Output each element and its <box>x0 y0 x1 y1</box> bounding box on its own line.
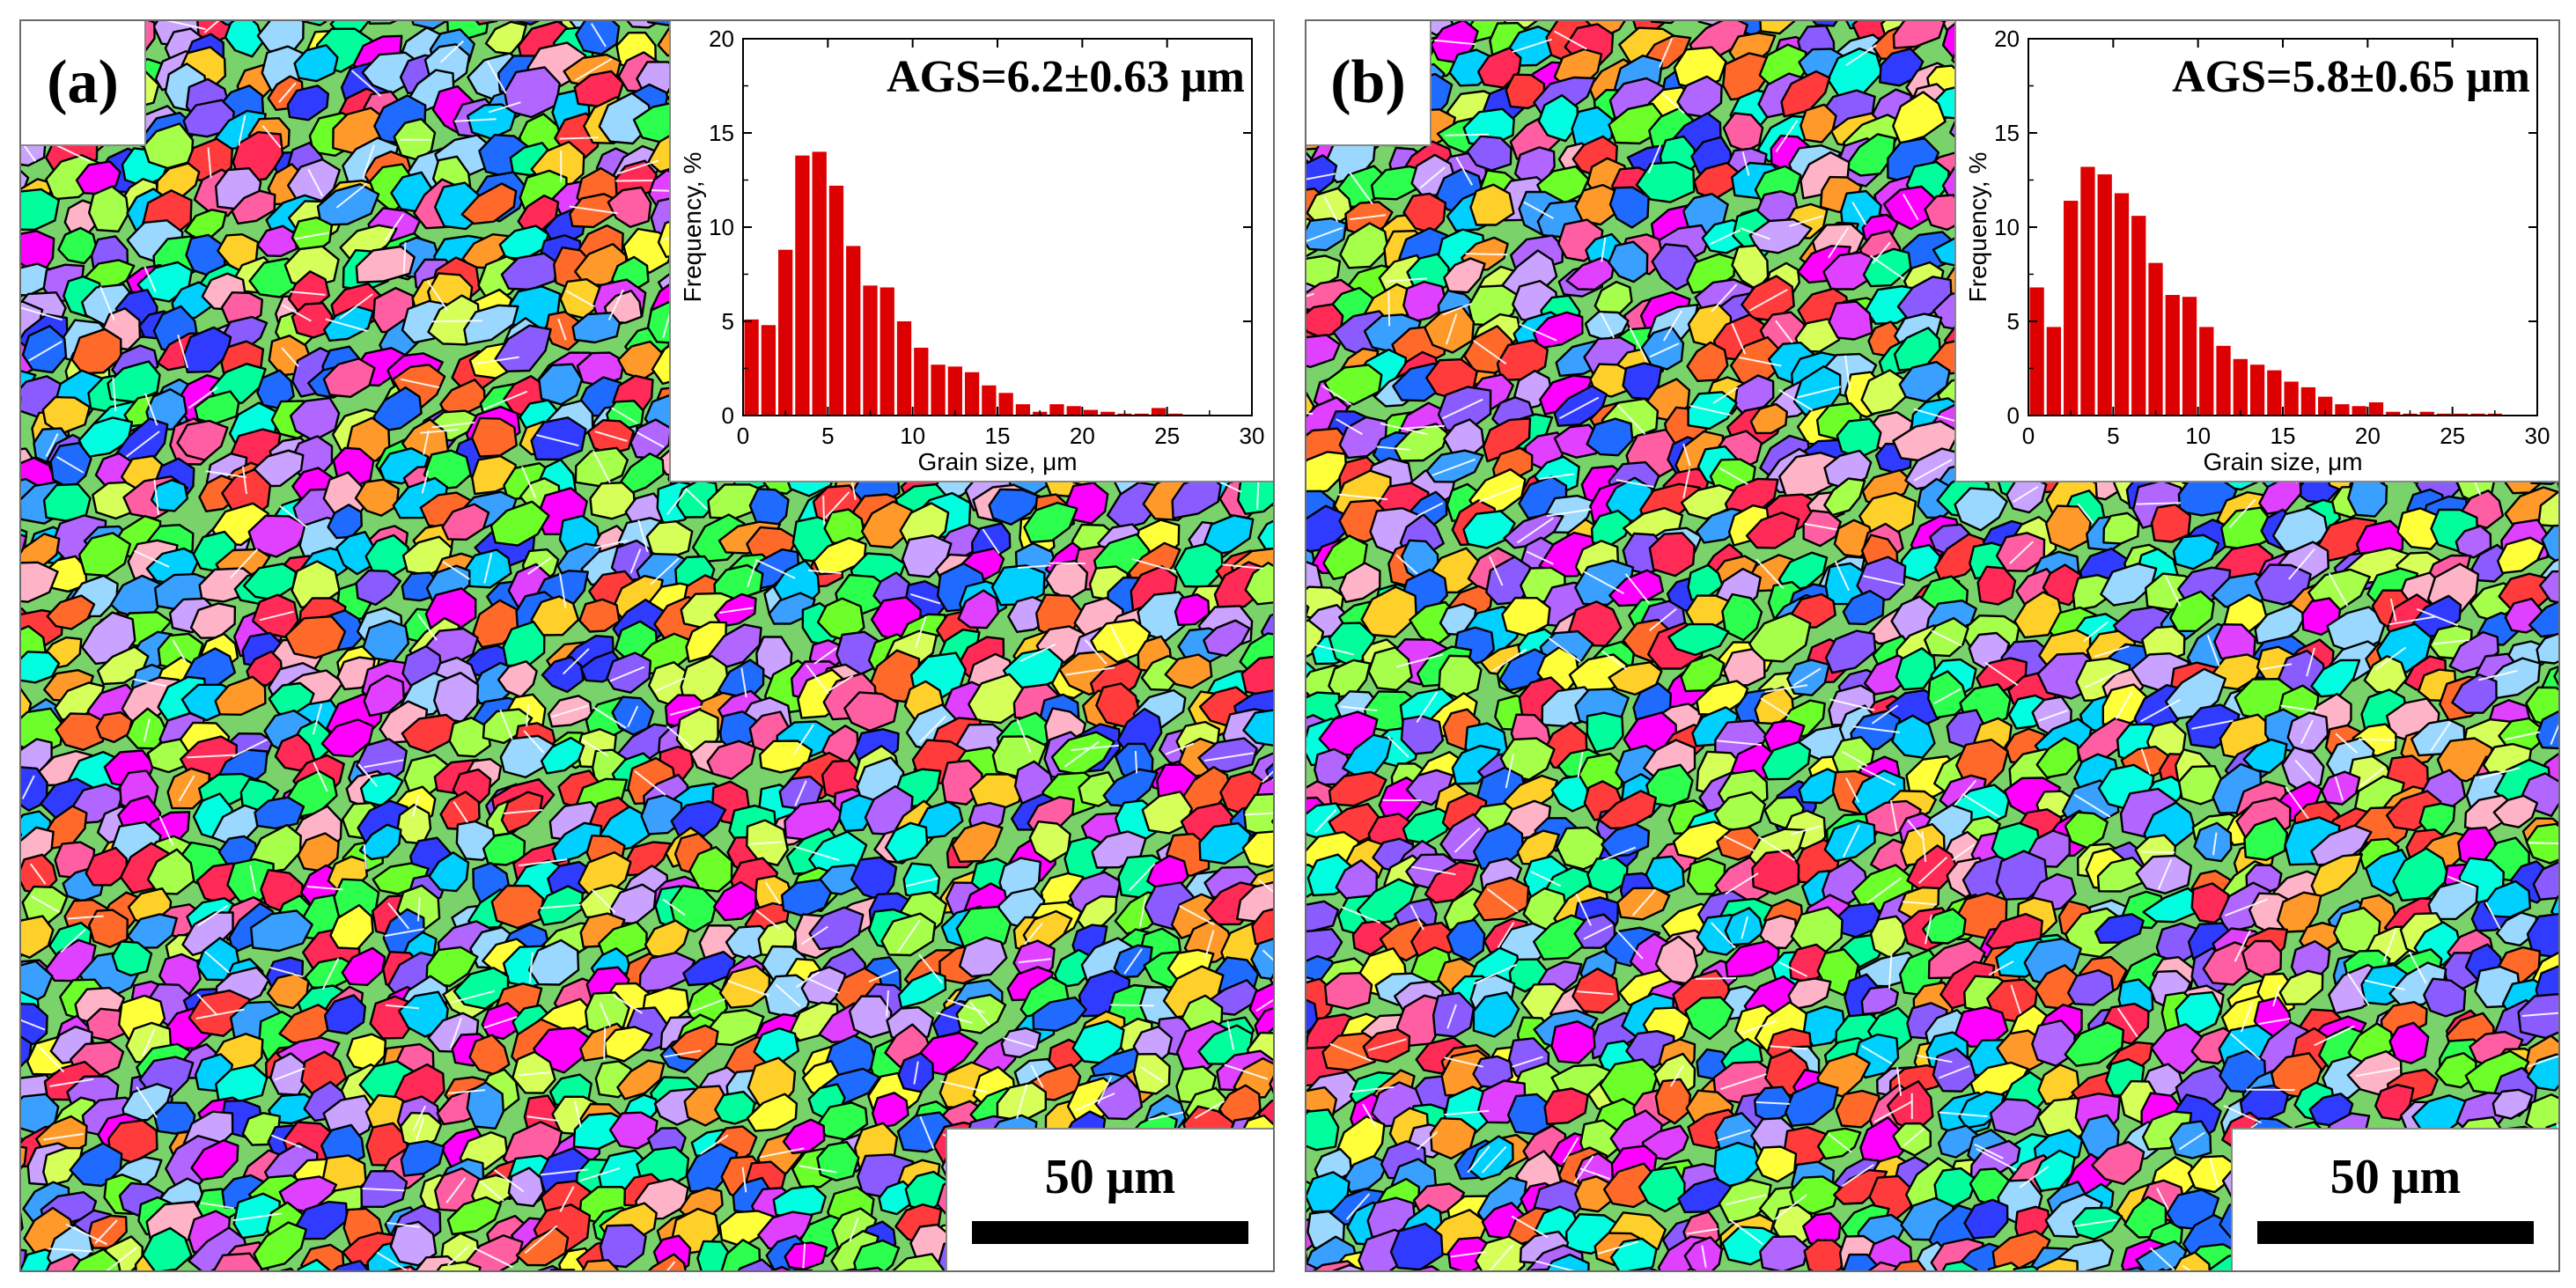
histogram-bar <box>863 285 878 416</box>
histogram-bar <box>2335 404 2350 416</box>
x-tick-label: 15 <box>985 423 1011 449</box>
ebsd-panel-b: (b) 0 5 10 15 20 25 30 0 5 10 15 20 Grain size, μm Fr… <box>1305 19 2560 1272</box>
histogram-bar <box>1151 408 1167 416</box>
x-tick-label: 20 <box>1070 423 1095 449</box>
histogram-bar <box>2368 402 2384 416</box>
histogram-bar <box>2029 287 2044 416</box>
scale-bar-label: 50 μm <box>2329 1150 2462 1204</box>
histogram-bar <box>2148 262 2163 416</box>
histogram-bar <box>2233 358 2248 416</box>
histogram-bar <box>2267 370 2282 416</box>
x-tick-label: 20 <box>2355 423 2381 449</box>
histogram-bar <box>2318 396 2333 416</box>
scale-bar-box: 50 μm <box>2231 1128 2558 1270</box>
scale-bar-box: 50 μm <box>946 1128 1273 1270</box>
panel-label: (b) <box>1306 21 1432 146</box>
histogram-bar <box>1100 411 1115 416</box>
y-tick-label: 15 <box>1994 120 2020 146</box>
histogram-bars <box>2029 166 2502 416</box>
grain-size-histogram-inset: 0 5 10 15 20 25 30 0 5 10 15 20 Grain size, μm Freque… <box>1954 21 2558 482</box>
histogram-bar <box>947 366 962 416</box>
histogram-bar <box>2454 413 2469 416</box>
x-tick-label: 30 <box>1240 423 1265 449</box>
histogram-bar <box>846 246 861 416</box>
histogram-bar <box>2216 345 2231 416</box>
histogram-bar <box>744 319 759 416</box>
y-tick-label: 20 <box>709 26 734 52</box>
x-tick-label: 0 <box>737 423 749 449</box>
histogram-bar <box>998 393 1013 416</box>
histogram-bar <box>2097 174 2112 416</box>
histogram-bar <box>1015 404 1031 416</box>
x-axis-label: Grain size, μm <box>917 448 1077 475</box>
y-tick-label: 0 <box>722 402 734 429</box>
histogram-bar <box>2352 406 2366 416</box>
grain-size-histogram-inset: 0 5 10 15 20 25 30 0 5 10 15 20 Grain size, μm Freque… <box>669 21 1273 482</box>
histogram-bar <box>778 249 793 416</box>
histogram-bar <box>2284 381 2299 416</box>
x-tick-label: 0 <box>2022 423 2035 449</box>
histogram-bars <box>744 151 1183 416</box>
histogram-bar <box>2114 193 2130 416</box>
histogram-bar <box>2080 166 2095 416</box>
histogram-bar <box>2064 201 2079 416</box>
scale-bar <box>972 1221 1248 1244</box>
histogram-bar <box>1083 409 1099 416</box>
scale-bar-label: 50 μm <box>1044 1150 1176 1204</box>
x-tick-label: 10 <box>2185 423 2211 449</box>
histogram-bar <box>2249 364 2265 416</box>
ebsd-panel-a: (a) 0 5 10 15 20 25 30 0 5 10 15 20 Grain size, μm Fr… <box>19 19 1275 1272</box>
histogram-bar <box>1049 404 1064 416</box>
y-tick-label: 0 <box>2007 402 2020 429</box>
x-axis-label: Grain size, μm <box>2203 448 2362 475</box>
histogram-bar <box>896 321 912 416</box>
histogram-bar <box>2470 413 2485 416</box>
y-tick-label: 10 <box>1994 214 2020 240</box>
histogram-bar <box>931 364 946 416</box>
x-tick-label: 25 <box>1154 423 1180 449</box>
histogram-bar <box>982 385 997 416</box>
histogram-bar <box>1066 406 1081 416</box>
x-tick-label: 10 <box>900 423 925 449</box>
ebsd-grain-map <box>1306 21 2558 1270</box>
histogram-bar <box>828 185 844 416</box>
y-axis-label: Frequency, % <box>1964 152 1991 303</box>
histogram-bar <box>2165 295 2180 416</box>
x-tick-label: 15 <box>2271 423 2296 449</box>
ags-value-label: AGS=6.2±0.63 μm <box>887 52 1245 102</box>
histogram-bar <box>880 287 894 416</box>
x-tick-label: 25 <box>2440 423 2465 449</box>
histogram-bar <box>812 151 827 416</box>
histogram-bar <box>1134 413 1149 416</box>
histogram-bar <box>2182 297 2197 416</box>
histogram-bar <box>2436 413 2452 416</box>
histogram-bar <box>914 347 929 416</box>
y-tick-label: 15 <box>709 120 734 146</box>
histogram-bar <box>795 155 810 416</box>
histogram-bar <box>2300 386 2316 416</box>
ags-value-label: AGS=5.8±0.65 μm <box>2172 52 2530 102</box>
histogram-bar <box>2386 411 2401 416</box>
y-tick-label: 5 <box>722 308 734 335</box>
histogram-bar <box>1168 413 1183 416</box>
y-tick-label: 20 <box>1994 26 2020 52</box>
scale-bar <box>2257 1221 2534 1244</box>
y-tick-label: 10 <box>709 214 734 240</box>
histogram-bar <box>761 325 776 416</box>
histogram-bar <box>2419 411 2434 416</box>
x-tick-label: 30 <box>2525 423 2550 449</box>
histogram-bar <box>2199 327 2214 416</box>
histogram-bar <box>2046 327 2062 416</box>
histogram-bar <box>964 372 980 416</box>
y-axis-label: Frequency, % <box>679 152 706 303</box>
panel-label: (a) <box>21 21 146 146</box>
histogram-bar <box>2131 216 2146 416</box>
x-tick-label: 5 <box>2107 423 2119 449</box>
x-tick-label: 5 <box>821 423 834 449</box>
y-tick-label: 5 <box>2007 308 2020 335</box>
